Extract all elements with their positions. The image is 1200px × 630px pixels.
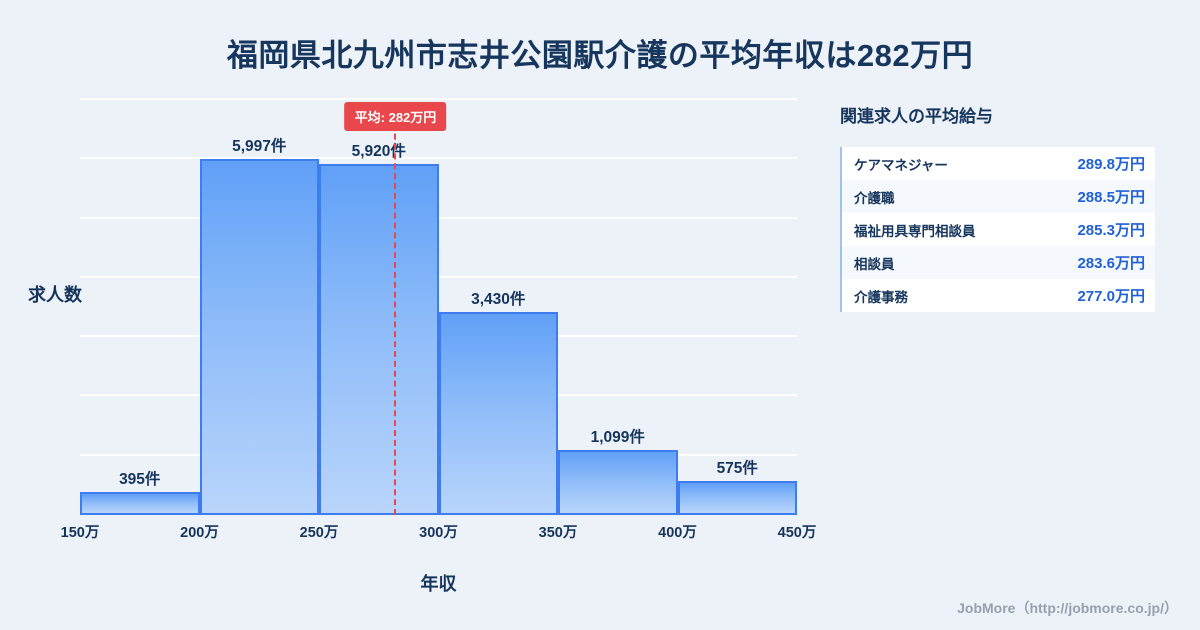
footer-credit: JobMore（http://jobmore.co.jp/） [957,600,1178,616]
gridline [80,275,797,278]
salary-list: ケアマネジャー 289.8万円介護職 288.5万円福祉用具専門相談員 285.3万円… [840,147,1155,312]
plot-area: 平均: 282万円 395件 5,997件 5,920件 3,430件 1,099件 57… [80,98,797,515]
job-title: 介護事務 [854,289,908,305]
histogram-bar: 575件 [677,460,797,515]
average-line [394,104,397,515]
related-salaries-panel: 関連求人の平均給与 ケアマネジャー 289.8万円介護職 288.5万円福祉用具専門… [840,102,1155,312]
histogram-bar: 5,920件 [319,143,439,515]
bar-count-label: 5,920件 [351,143,406,161]
job-title: 福祉用具専門相談員 [854,223,976,239]
job-title: 介護職 [854,190,895,206]
gridline [80,157,797,160]
salary-row: 福祉用具専門相談員 285.3万円 [842,213,1155,246]
salary-value: 289.8万円 [1077,156,1145,173]
x-tick-label: 400万 [658,525,697,541]
x-tick-label: 300万 [419,525,458,541]
salary-row: 相談員 283.6万円 [842,246,1155,279]
job-title: 相談員 [854,256,895,272]
salary-row: 介護事務 277.0万円 [842,279,1155,312]
histogram-bar: 5,997件 [199,138,319,515]
average-badge: 平均: 282万円 [344,102,447,131]
bar-count-label: 1,099件 [590,428,645,446]
x-tick-label: 150万 [60,525,100,541]
salary-value: 288.5万円 [1077,189,1145,206]
y-axis-label: 求人数 [28,285,82,305]
histogram-bar: 395件 [80,471,200,515]
salary-row: 介護職 288.5万円 [842,180,1155,213]
salary-value: 277.0万円 [1077,288,1145,305]
salary-value: 285.3万円 [1077,222,1145,239]
bar-count-label: 5,997件 [232,138,287,156]
x-tick-label: 250万 [299,525,339,541]
job-title: ケアマネジャー [854,157,948,173]
bar-count-label: 575件 [716,459,758,477]
panel-heading: 関連求人の平均給与 [840,107,993,126]
gridline [80,98,797,100]
histogram-bar: 3,430件 [438,291,558,515]
bar-count-label: 395件 [119,470,161,488]
gridline [80,216,797,219]
histogram-bar: 1,099件 [558,429,678,515]
x-tick-label: 450万 [777,525,817,541]
x-axis-label: 年収 [420,574,457,594]
salary-value: 283.6万円 [1077,255,1145,272]
x-tick-label: 200万 [180,525,219,541]
x-axis-ticks: 150万 200万 250万 300万 350万 400万 450万 [61,521,817,541]
bar-count-label: 3,430件 [471,290,526,308]
x-tick-label: 350万 [538,525,578,541]
salary-row: ケアマネジャー 289.8万円 [842,147,1155,180]
page-title: 福岡県北九州市志井公園駅介護の平均年収は282万円 [226,38,974,73]
